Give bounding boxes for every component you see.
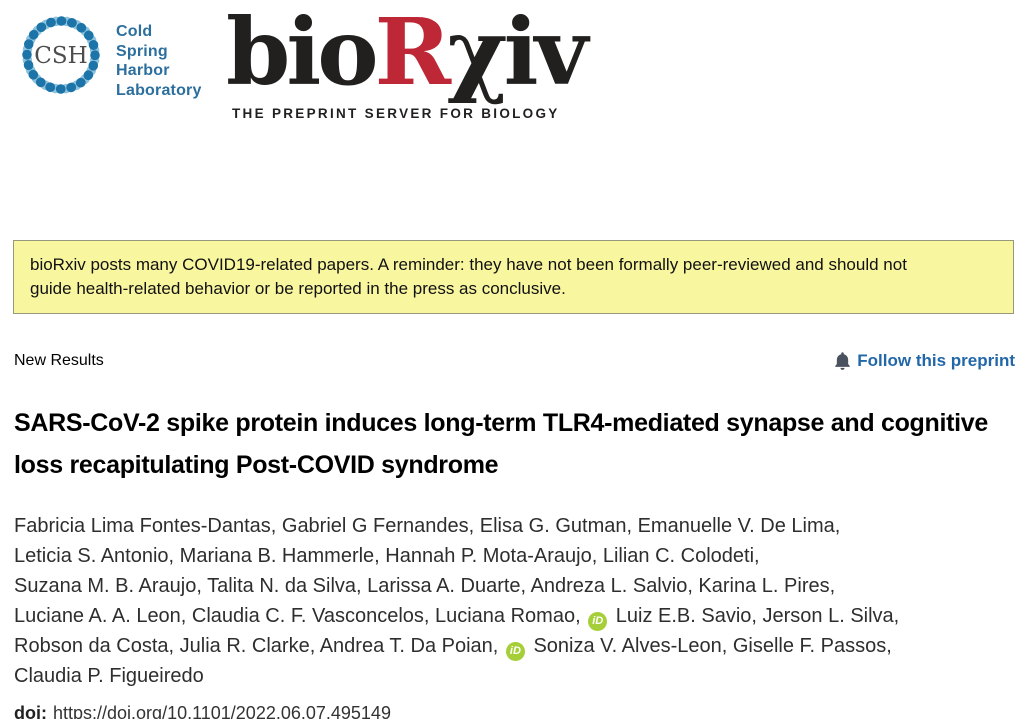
follow-preprint-label: Follow this preprint [857,351,1015,370]
csh-acronym: CSH [34,43,87,69]
csh-name-line: Spring [116,42,168,60]
doi-line: doi: https://doi.org/10.1101/2022.06.07.4… [14,703,1019,719]
biorxiv-word-chi: χ [447,0,507,106]
csh-name-line: Laboratory [116,81,202,99]
biorxiv-logo[interactable]: bioRχiv THE PREPRINT SERVER FOR BIOLOGY [226,0,588,121]
author-line: Leticia S. Antonio, Mariana B. Hammerle,… [14,545,760,567]
covid-disclaimer-banner: bioRxiv posts many COVID19-related paper… [13,240,1014,314]
section-label: New Results [14,352,104,369]
biorxiv-tagline: THE PREPRINT SERVER FOR BIOLOGY [232,106,560,121]
orcid-icon[interactable]: iD [588,611,608,631]
bell-icon [835,351,851,370]
orcid-icon[interactable]: iD [505,641,525,661]
author-list: Fabricia Lima Fontes-Dantas, Gabriel G F… [14,511,1019,691]
csh-name-line: Harbor [116,62,170,79]
author-line: Fabricia Lima Fontes-Dantas, Gabriel G F… [14,515,841,537]
covid-disclaimer-text: bioRxiv posts many COVID19-related paper… [30,255,907,298]
paper-title: SARS-CoV-2 spike protein induces long-te… [14,409,989,479]
csh-dna-ring-icon: CSH [22,16,100,94]
doi-value: https://doi.org/10.1101/2022.06.07.49514… [53,703,391,719]
csh-name: Cold Spring Harbor Laboratory [116,22,202,100]
meta-row: New Results Follow this preprint [14,351,1019,371]
author-line: Claudia P. Figueiredo [14,665,204,687]
author-line: Suzana M. B. Araujo, Talita N. da Silva,… [14,575,836,597]
doi-label: doi: [14,703,47,719]
author-line: Robson da Costa, Julia R. Clarke, Andrea… [14,631,1019,661]
biorxiv-word-r: R [374,0,451,106]
biorxiv-word-iv: iv [503,0,588,106]
follow-preprint-link[interactable]: Follow this preprint [834,351,1015,371]
author-line: Luciane A. A. Leon, Claudia C. F. Vascon… [14,601,1019,631]
biorxiv-wordmark: bioRχiv [226,0,588,106]
main-content: New Results Follow this preprint SARS-Co… [0,351,1033,719]
header: CSH Cold Spring Harbor Laboratory bioRχi… [0,0,1033,240]
csh-name-line: Cold [116,23,153,40]
biorxiv-word-bio: bio [226,0,379,106]
csh-logo[interactable]: CSH Cold Spring Harbor Laboratory [18,12,202,100]
